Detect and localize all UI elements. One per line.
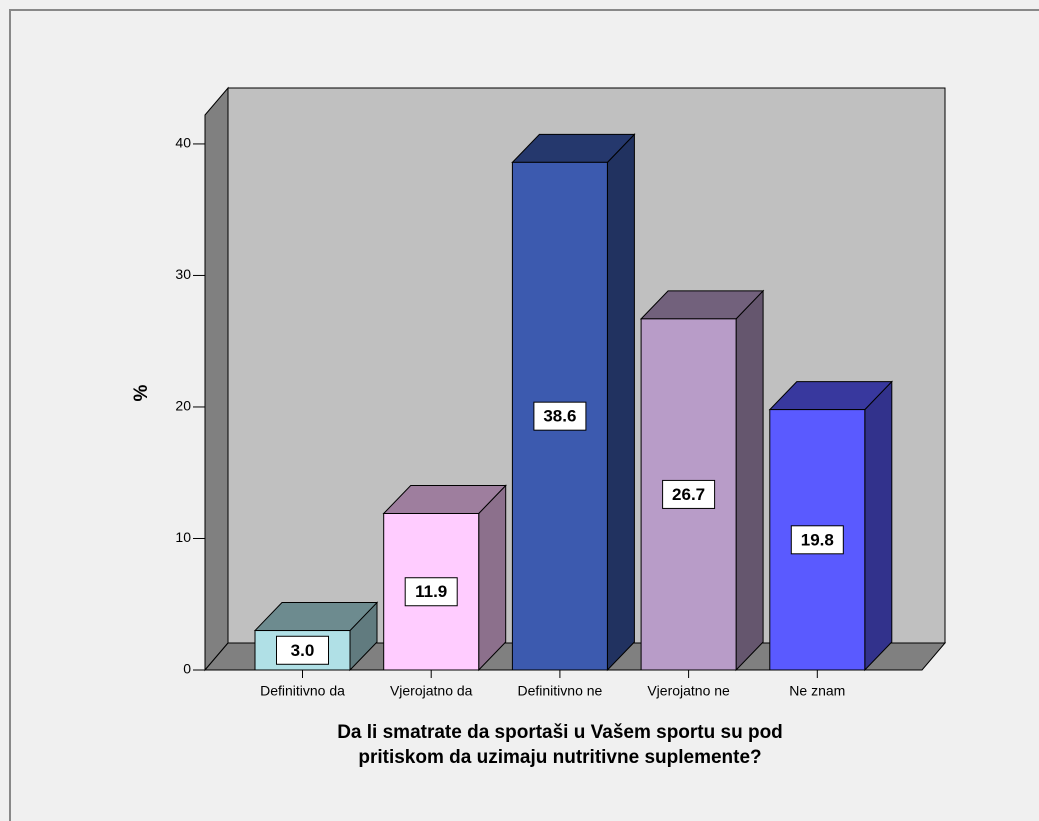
x-tick-label: Definitivno ne: [517, 683, 602, 699]
bar-side: [478, 484, 507, 672]
bar-side: [606, 133, 635, 672]
value-label: 38.6: [543, 407, 576, 426]
x-tick-label: Ne znam: [789, 683, 845, 699]
x-tick-label: Vjerojatno da: [390, 683, 473, 699]
value-label-box: [533, 401, 587, 431]
bar-side: [864, 380, 893, 672]
value-label-box: [790, 525, 844, 555]
value-label-box: [276, 635, 329, 665]
x-tick-label: Vjerojatno ne: [647, 683, 730, 699]
y-tick-label: 0: [183, 661, 191, 677]
value-label: 19.8: [801, 530, 834, 549]
x-tick-label: Definitivno da: [260, 683, 345, 699]
value-label-box: [404, 577, 458, 607]
value-label: 11.9: [415, 582, 447, 601]
y-tick-label: 10: [175, 529, 191, 545]
y-tick-label: 30: [175, 266, 191, 282]
side-wall: [204, 86, 229, 672]
y-axis-title: %: [131, 384, 152, 401]
y-tick-label: 20: [175, 398, 191, 414]
value-label: 26.7: [672, 485, 705, 504]
x-axis-title: Da li smatrate da sportaši u Vašem sport…: [337, 722, 783, 743]
value-label: 3.0: [291, 641, 315, 660]
value-label-box: [662, 479, 716, 509]
bar-side: [735, 289, 764, 672]
x-axis-title: pritiskom da uzimaju nutritivne suplemen…: [358, 747, 761, 768]
y-tick-label: 40: [175, 135, 191, 151]
